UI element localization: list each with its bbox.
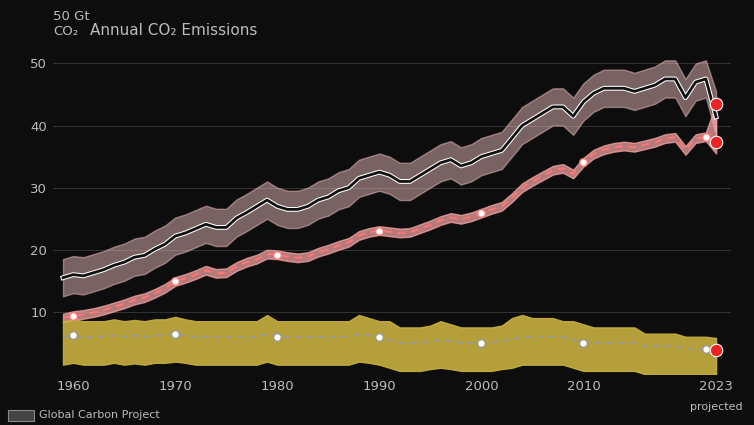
Text: projected: projected (690, 402, 743, 412)
Text: ©®: ©® (10, 411, 26, 420)
Text: Global Carbon Project: Global Carbon Project (39, 411, 160, 420)
Text: Annual CO₂ Emissions: Annual CO₂ Emissions (90, 23, 257, 38)
Text: 50 Gt
CO₂: 50 Gt CO₂ (53, 10, 90, 38)
